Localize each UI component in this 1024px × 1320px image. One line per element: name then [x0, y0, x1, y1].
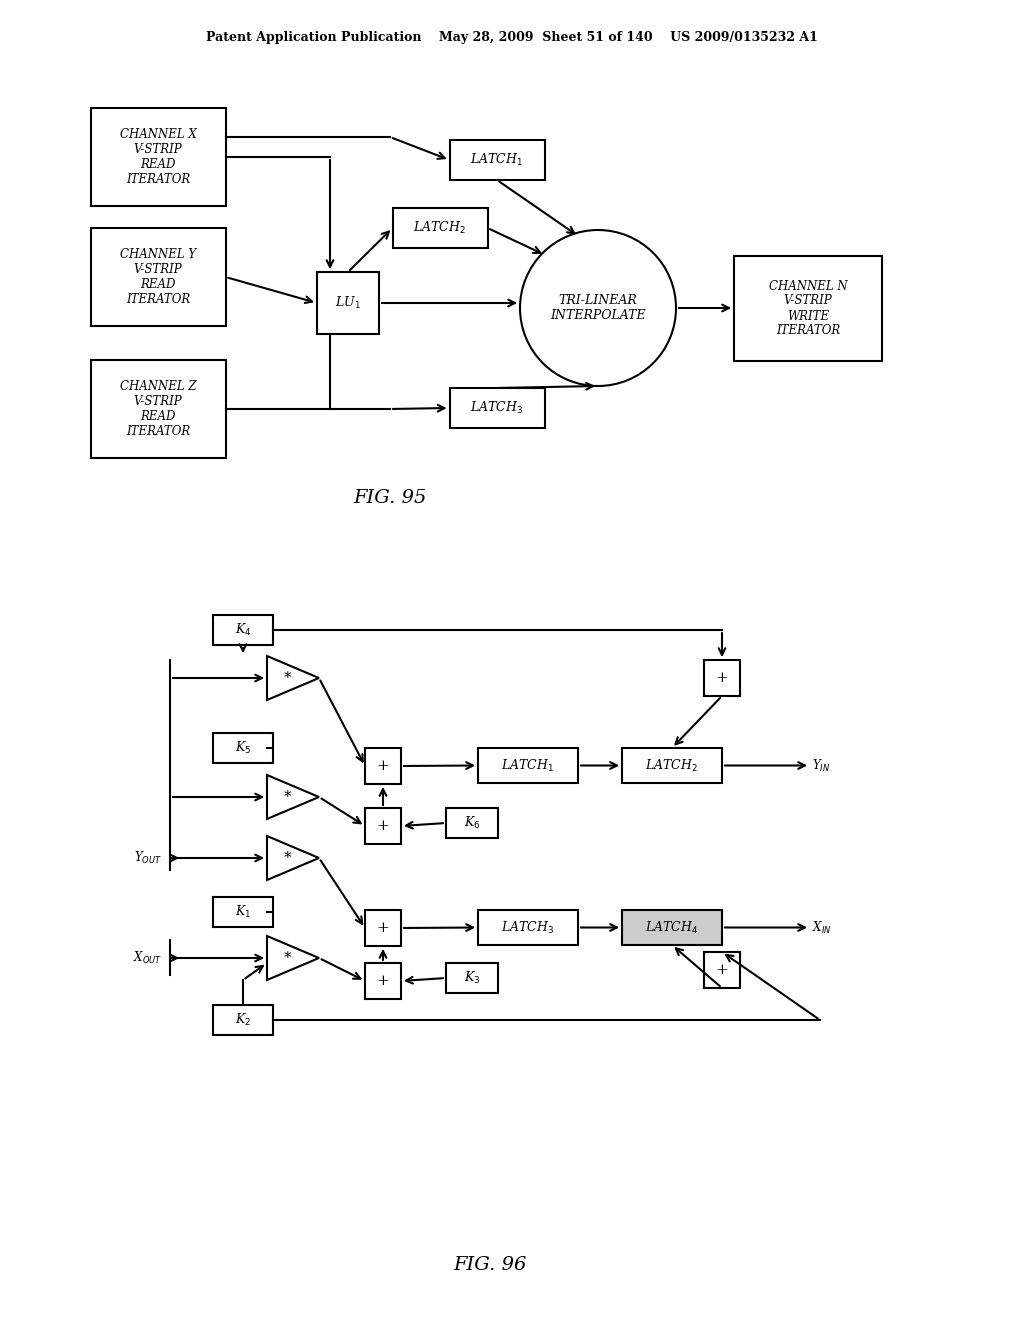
Text: +: +	[716, 671, 728, 685]
Text: FIG. 95: FIG. 95	[353, 488, 427, 507]
FancyBboxPatch shape	[478, 748, 578, 783]
Text: *: *	[285, 950, 292, 965]
Text: K$_6$: K$_6$	[464, 814, 480, 832]
Text: *: *	[285, 671, 292, 685]
Text: Y$_{OUT}$: Y$_{OUT}$	[134, 850, 162, 866]
FancyBboxPatch shape	[446, 808, 498, 838]
Text: LATCH$_1$: LATCH$_1$	[470, 152, 523, 168]
FancyBboxPatch shape	[365, 909, 401, 946]
FancyBboxPatch shape	[365, 964, 401, 999]
Text: K$_1$: K$_1$	[234, 904, 251, 920]
Text: *: *	[285, 789, 292, 804]
FancyBboxPatch shape	[90, 228, 225, 326]
Text: *: *	[285, 851, 292, 865]
Text: CHANNEL X
V-STRIP
READ
ITERATOR: CHANNEL X V-STRIP READ ITERATOR	[120, 128, 197, 186]
Text: Patent Application Publication    May 28, 2009  Sheet 51 of 140    US 2009/01352: Patent Application Publication May 28, 2…	[206, 32, 818, 45]
FancyBboxPatch shape	[450, 388, 545, 428]
Text: TRI-LINEAR
INTERPOLATE: TRI-LINEAR INTERPOLATE	[550, 294, 646, 322]
FancyBboxPatch shape	[365, 748, 401, 784]
Text: K$_5$: K$_5$	[234, 741, 251, 756]
Text: X$_{IN}$: X$_{IN}$	[812, 920, 831, 936]
Text: +: +	[716, 964, 728, 977]
FancyBboxPatch shape	[622, 909, 722, 945]
Text: LATCH$_3$: LATCH$_3$	[470, 400, 523, 416]
FancyBboxPatch shape	[213, 898, 273, 927]
FancyBboxPatch shape	[705, 952, 740, 987]
Text: LATCH$_3$: LATCH$_3$	[502, 920, 555, 936]
FancyBboxPatch shape	[90, 108, 225, 206]
FancyBboxPatch shape	[622, 748, 722, 783]
Text: +: +	[377, 974, 389, 987]
FancyBboxPatch shape	[446, 964, 498, 993]
Text: LATCH$_2$: LATCH$_2$	[414, 220, 467, 236]
FancyBboxPatch shape	[365, 808, 401, 843]
Text: +: +	[377, 921, 389, 935]
Text: CHANNEL Z
V-STRIP
READ
ITERATOR: CHANNEL Z V-STRIP READ ITERATOR	[120, 380, 197, 438]
FancyBboxPatch shape	[90, 360, 225, 458]
FancyBboxPatch shape	[213, 1005, 273, 1035]
FancyBboxPatch shape	[317, 272, 379, 334]
FancyBboxPatch shape	[734, 256, 882, 360]
FancyBboxPatch shape	[450, 140, 545, 180]
Text: +: +	[377, 759, 389, 774]
Text: LU$_1$: LU$_1$	[335, 294, 360, 312]
Text: K$_3$: K$_3$	[464, 970, 480, 986]
FancyBboxPatch shape	[705, 660, 740, 696]
Text: CHANNEL N
V-STRIP
WRITE
ITERATOR: CHANNEL N V-STRIP WRITE ITERATOR	[769, 280, 847, 338]
Text: +: +	[377, 818, 389, 833]
Text: Y$_{IN}$: Y$_{IN}$	[812, 758, 830, 774]
FancyBboxPatch shape	[478, 909, 578, 945]
Text: LATCH$_2$: LATCH$_2$	[645, 758, 698, 774]
FancyBboxPatch shape	[213, 733, 273, 763]
Text: K$_4$: K$_4$	[234, 622, 251, 638]
Text: X$_{OUT}$: X$_{OUT}$	[133, 950, 162, 966]
Text: K$_2$: K$_2$	[234, 1012, 251, 1028]
Text: FIG. 96: FIG. 96	[454, 1257, 526, 1274]
Text: LATCH$_4$: LATCH$_4$	[645, 920, 698, 936]
FancyBboxPatch shape	[213, 615, 273, 645]
FancyBboxPatch shape	[392, 209, 487, 248]
Text: LATCH$_1$: LATCH$_1$	[502, 758, 555, 774]
Text: CHANNEL Y
V-STRIP
READ
ITERATOR: CHANNEL Y V-STRIP READ ITERATOR	[120, 248, 196, 306]
